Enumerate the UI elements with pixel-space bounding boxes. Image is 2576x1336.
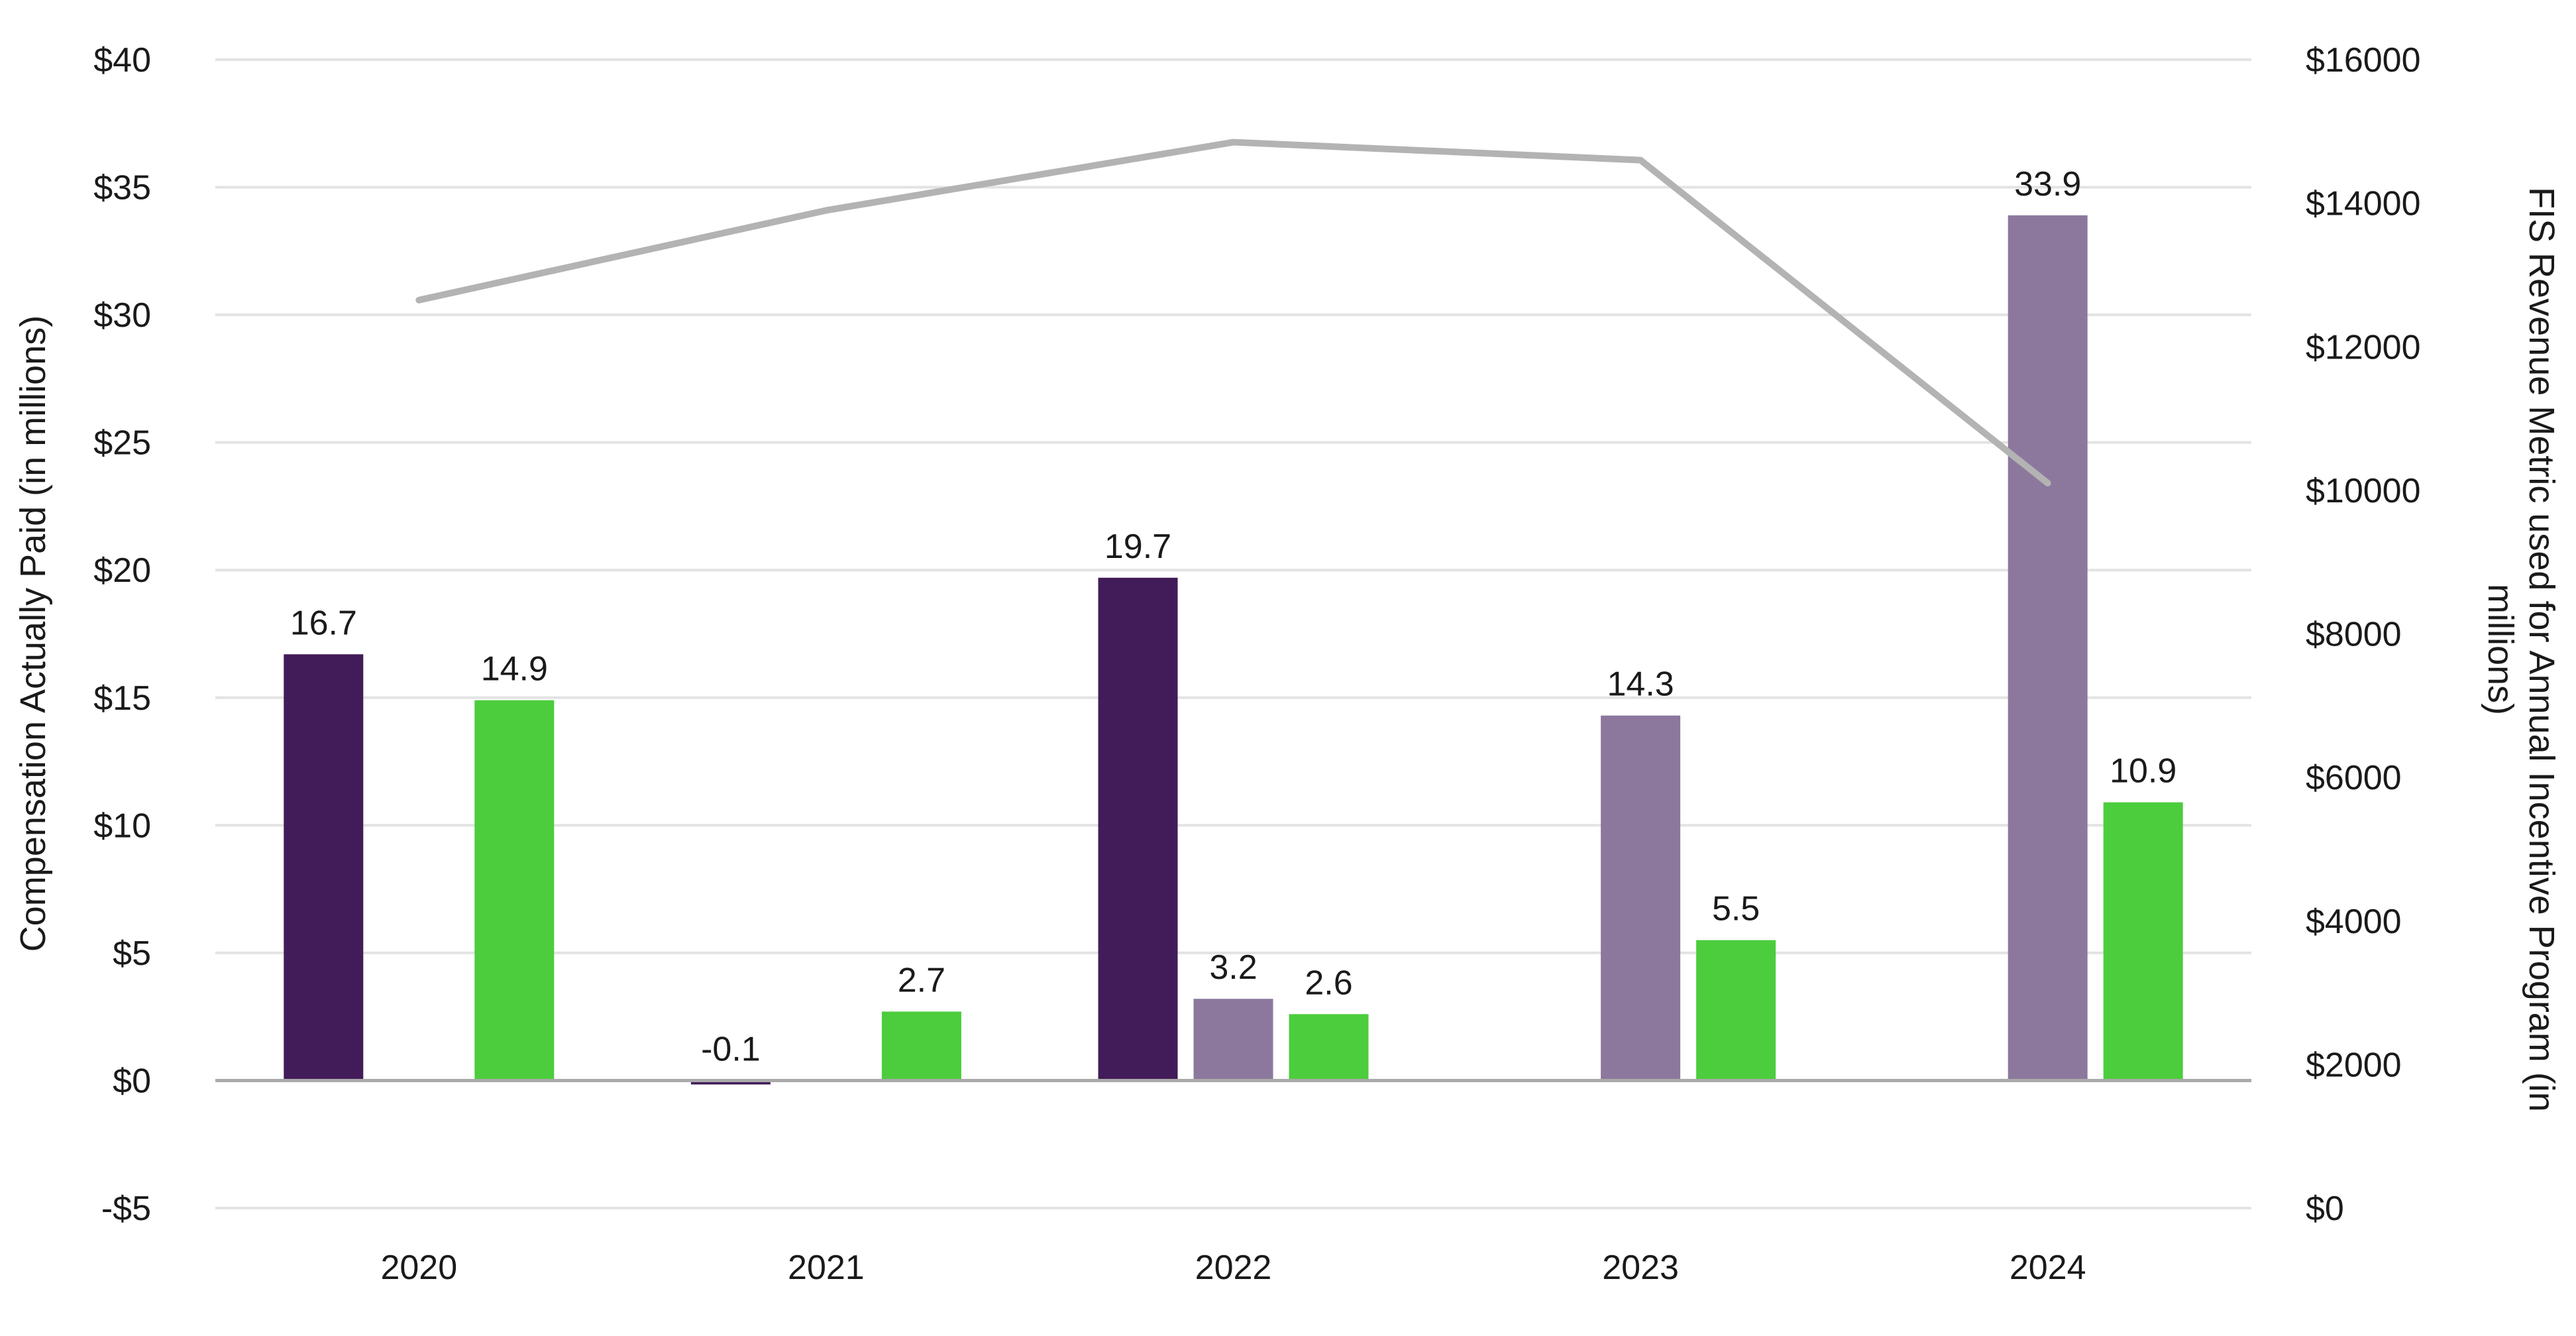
left-tick-label: $40 (93, 41, 151, 80)
data-label-series-2-2023: 14.3 (1607, 665, 1674, 704)
left-tick-label: $15 (93, 679, 151, 718)
bar-series-3-2021 (881, 1011, 961, 1081)
data-label-series-2-2024: 33.9 (2014, 165, 2081, 203)
x-tick-label-2024: 2024 (2010, 1249, 2086, 1287)
bar-series-3-2023 (1696, 940, 1776, 1081)
data-label-series-3-2022: 2.6 (1305, 964, 1352, 1002)
left-tick-label: $30 (93, 296, 151, 335)
x-tick-label-2020: 2020 (380, 1249, 457, 1287)
right-tick-label: $2000 (2306, 1046, 2402, 1084)
right-tick-label: $6000 (2306, 759, 2402, 797)
data-label-series-2-2022: 3.2 (1209, 948, 1257, 987)
right-tick-label: $16000 (2306, 41, 2421, 80)
data-label-series-3-2023: 5.5 (1712, 890, 1760, 928)
left-tick-label: $0 (113, 1062, 151, 1100)
left-tick-label: $20 (93, 551, 151, 590)
bar-series-1-2020 (284, 654, 364, 1081)
bars (284, 215, 2183, 1085)
data-label-series-3-2020: 14.9 (481, 650, 548, 689)
right-tick-label: $4000 (2306, 903, 2402, 941)
bar-series-2-2023 (1601, 715, 1681, 1081)
right-axis-title-line-2: millions) (2481, 584, 2520, 715)
bar-series-1-2022 (1098, 577, 1178, 1081)
bar-series-2-2022 (1193, 999, 1273, 1081)
revenue-line (415, 139, 2051, 487)
bar-series-3-2020 (474, 700, 555, 1081)
gridlines (215, 58, 2251, 1209)
right-tick-label: $14000 (2306, 185, 2421, 223)
left-tick-label: -$5 (101, 1190, 151, 1228)
left-tick-label: $10 (93, 807, 151, 845)
left-tick-label: $5 (113, 934, 151, 973)
x-tick-label-2023: 2023 (1602, 1249, 1679, 1287)
revenue-line-path (415, 139, 2051, 487)
right-axis-title-line-1: FIS Revenue Metric used for Annual Incen… (2522, 187, 2561, 1112)
axis-titles: Compensation Actually Paid (in millions)… (13, 187, 2561, 1112)
data-label-series-1-2022: 19.7 (1104, 528, 1171, 566)
bar-series-2-2024 (2008, 215, 2088, 1081)
bar-series-3-2022 (1289, 1014, 1369, 1081)
left-tick-label: $35 (93, 169, 151, 207)
right-tick-label: $12000 (2306, 328, 2421, 366)
left-axis-title: Compensation Actually Paid (in millions) (13, 315, 53, 952)
right-axis: $0 $2000 $4000 $6000 $8000 $10000 $12000 $14000… (2306, 41, 2421, 1228)
bar-series-1-2021 (690, 1080, 771, 1085)
data-labels: 16.7 -0.1 19.7 3.2 14.3 33.9 14.9 2.7 2.6 5.5 10.9 (290, 165, 2177, 1069)
left-tick-label: $25 (93, 424, 151, 463)
bar-series-3-2024 (2103, 802, 2183, 1081)
left-axis: -$5 $0 $5 $10 $15 $20 $25 $30 $35 $40 (93, 41, 151, 1228)
data-label-series-1-2021: -0.1 (701, 1030, 761, 1068)
x-tick-label-2022: 2022 (1195, 1249, 1272, 1287)
data-label-series-3-2024: 10.9 (2110, 752, 2176, 791)
data-label-series-3-2021: 2.7 (898, 961, 945, 999)
right-tick-label: $0 (2306, 1190, 2344, 1228)
right-tick-label: $10000 (2306, 472, 2421, 510)
x-axis: 2020 2021 2022 2023 2024 (380, 1249, 2086, 1287)
data-label-series-1-2020: 16.7 (290, 604, 357, 642)
right-tick-label: $8000 (2306, 616, 2402, 654)
x-tick-label-2021: 2021 (788, 1249, 865, 1287)
